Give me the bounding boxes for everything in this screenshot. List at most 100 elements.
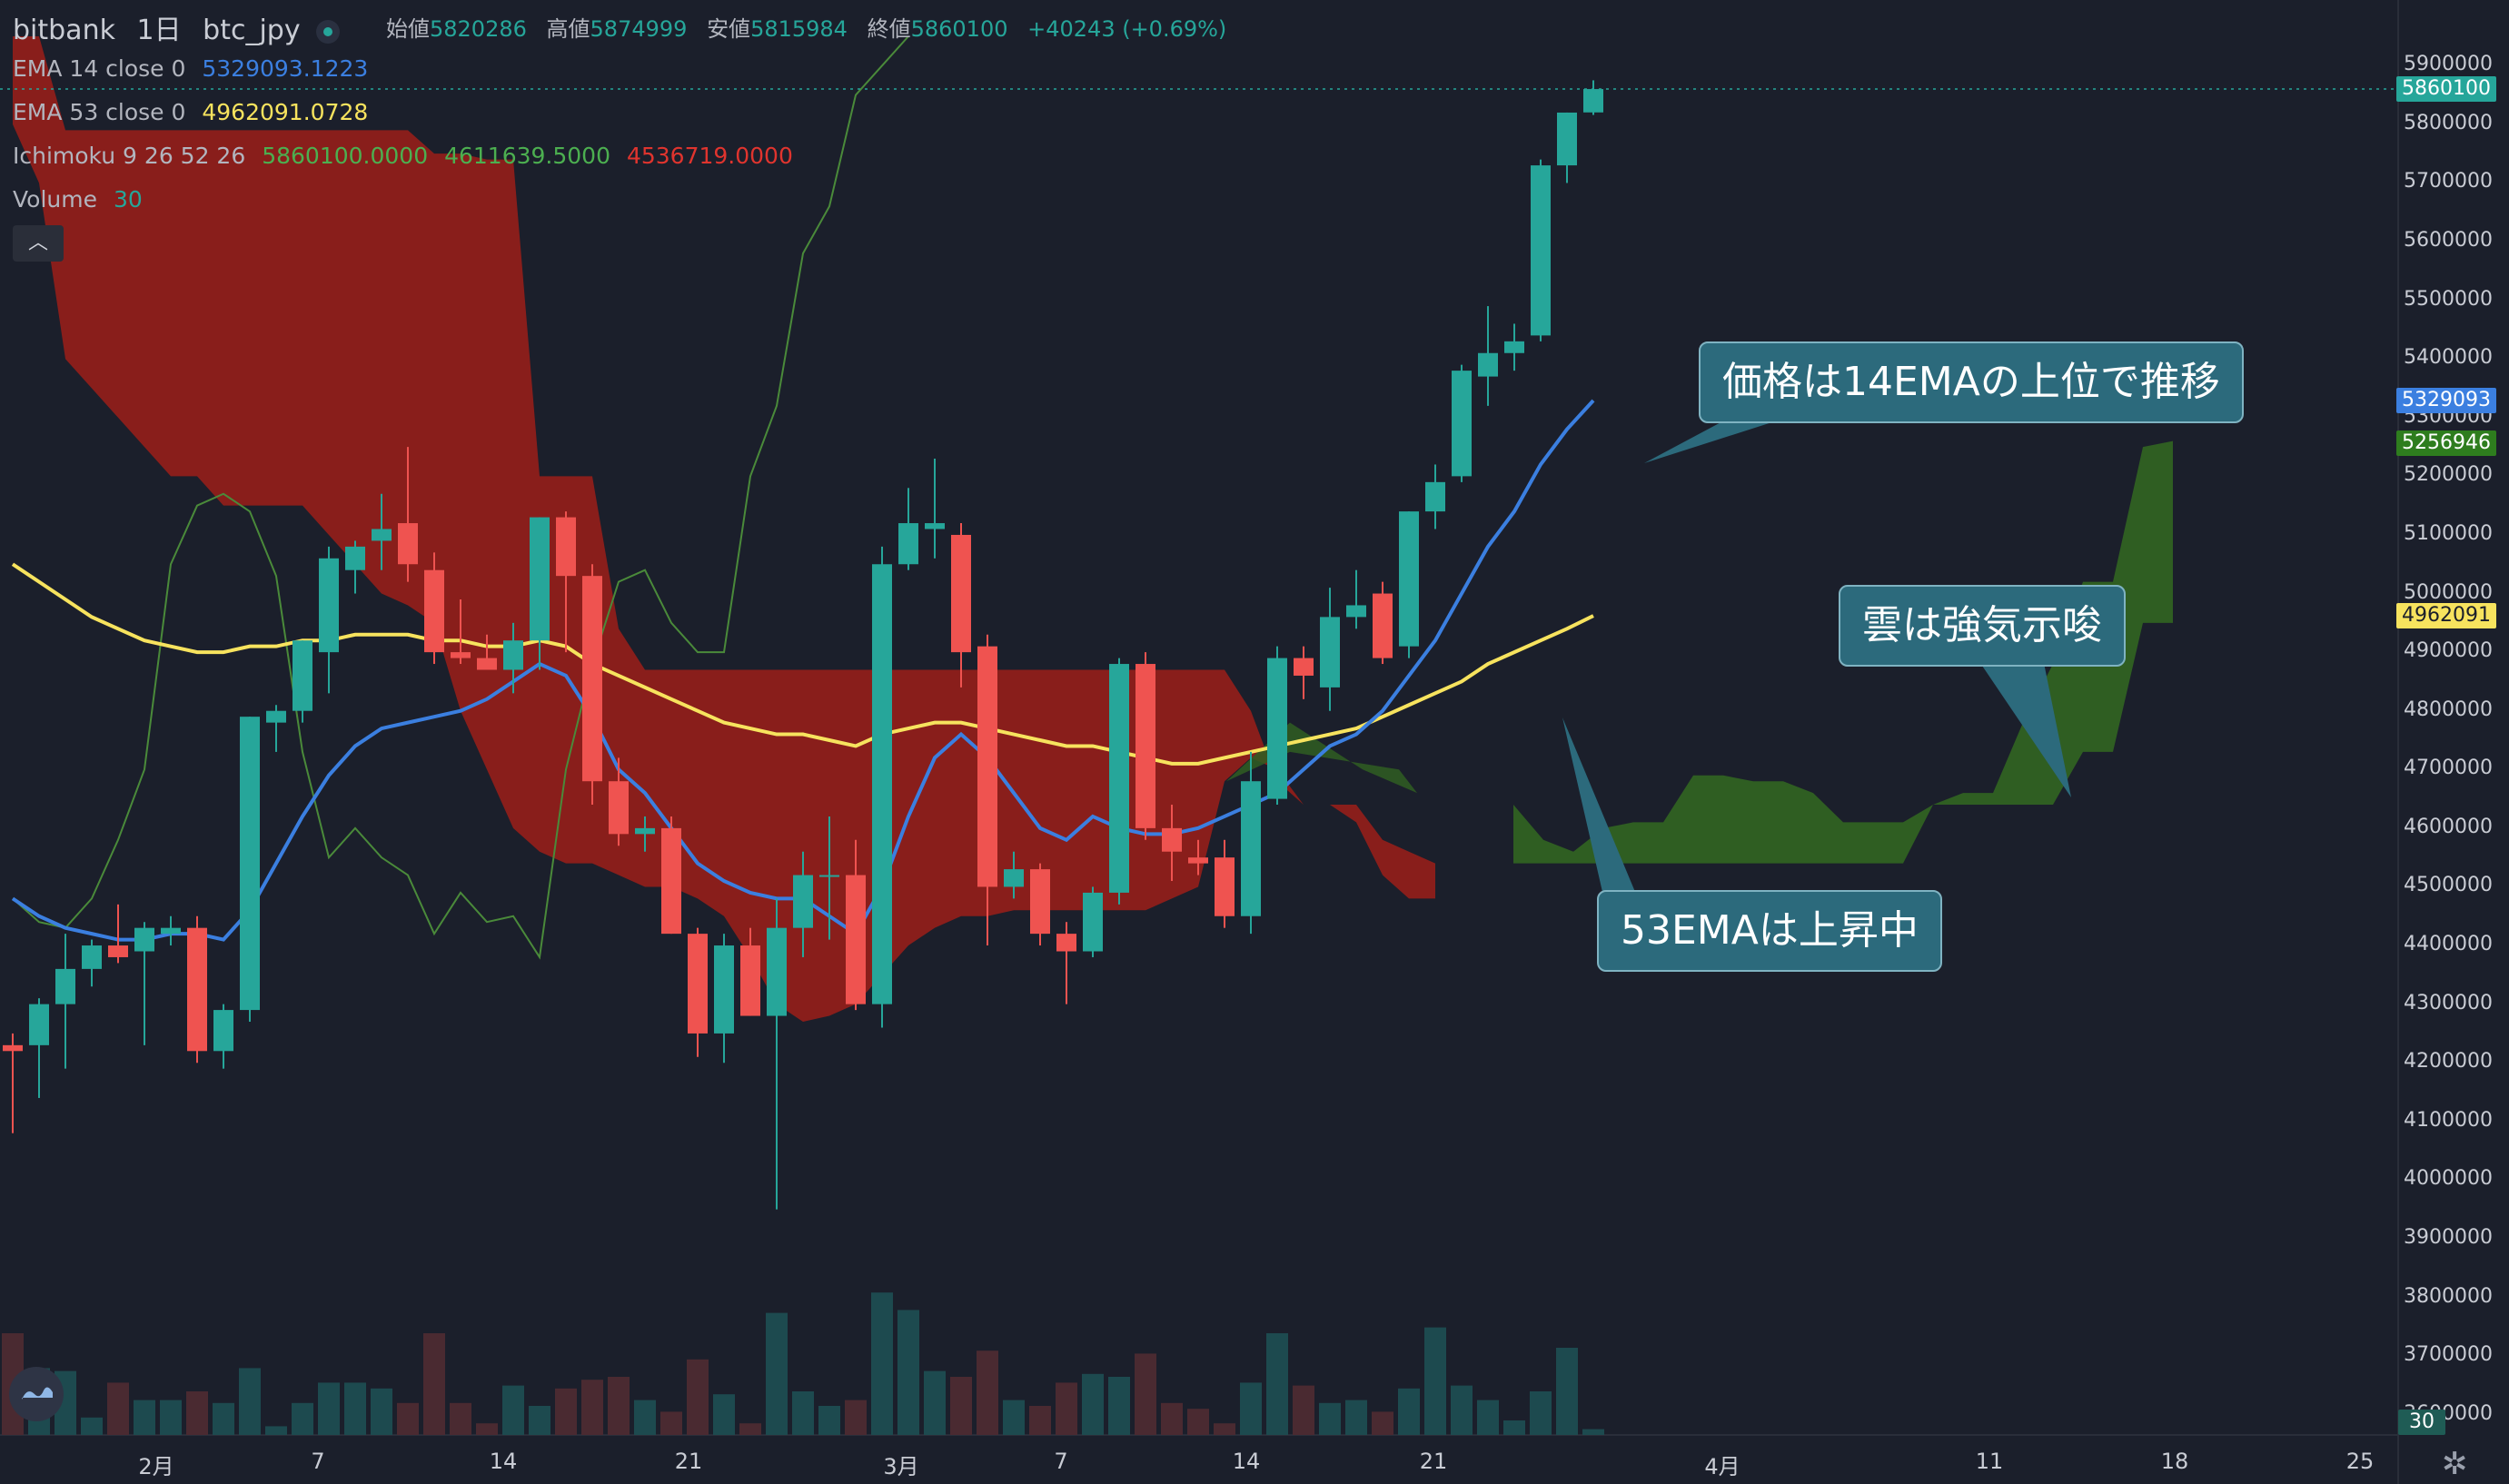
- ema53-label: EMA 53 close 0: [13, 99, 186, 125]
- price-axis-label: 4400000: [2404, 933, 2493, 956]
- date-axis-label: 4月: [1704, 1454, 1740, 1479]
- candle-body: [319, 558, 339, 653]
- legend-ichimoku[interactable]: Ichimoku 9 26 52 26 5860100.0000 4611639…: [13, 140, 793, 173]
- high-value: 5874999: [590, 16, 688, 42]
- date-axis-label: 2月: [138, 1454, 174, 1479]
- candle-body: [951, 534, 971, 653]
- ema53-value: 4962091.0728: [202, 99, 369, 125]
- callout-cloud[interactable]: 雲は強気示唆: [1839, 585, 2126, 667]
- volume-bar: [502, 1385, 524, 1435]
- volume-bar: [792, 1391, 814, 1435]
- volume-bar: [1451, 1385, 1473, 1435]
- candle-body: [1399, 511, 1419, 647]
- price-axis-label: 5400000: [2404, 346, 2493, 370]
- open-value: 5820286: [430, 16, 527, 42]
- candle-body: [635, 827, 655, 835]
- price-axis-label: 3900000: [2404, 1225, 2493, 1249]
- volume-bar: [423, 1333, 445, 1435]
- legend-volume[interactable]: Volume 30: [13, 183, 143, 216]
- candle-body: [819, 875, 839, 877]
- volume-bar: [1398, 1388, 1420, 1435]
- date-axis-label: 25: [2345, 1449, 2375, 1474]
- candle-body: [1215, 857, 1235, 916]
- date-axis-label: 7: [1054, 1449, 1068, 1474]
- low-value: 5815984: [750, 16, 848, 42]
- volume-bar: [292, 1402, 313, 1435]
- volume-bar: [1372, 1411, 1393, 1435]
- candle-body: [1583, 89, 1603, 113]
- date-axis-label: 7: [311, 1449, 325, 1474]
- volume-bar: [318, 1382, 340, 1435]
- candle-body: [293, 640, 312, 711]
- price-axis-label: 5500000: [2404, 287, 2493, 311]
- volume-bar: [397, 1402, 419, 1435]
- volume-bar: [897, 1310, 919, 1435]
- candle-body: [1056, 934, 1076, 952]
- change-value: +40243 (+0.69%): [1027, 16, 1227, 42]
- volume-bar: [134, 1400, 155, 1435]
- gear-icon[interactable]: ✲: [2442, 1446, 2468, 1482]
- volume-bar: [160, 1400, 182, 1435]
- candle-body: [1346, 605, 1366, 618]
- volume-bar: [1503, 1420, 1525, 1435]
- volume-bar: [371, 1388, 392, 1435]
- volume-bar: [1556, 1348, 1578, 1435]
- date-axis-label: 11: [1975, 1449, 2004, 1474]
- candle-body: [846, 875, 866, 1004]
- volume-bar: [239, 1368, 261, 1435]
- volume-bar: [1293, 1385, 1314, 1435]
- symbol-header[interactable]: bitbank 1日 btc_jpy: [13, 7, 352, 47]
- volume-bar: [924, 1370, 946, 1435]
- candle-body: [1188, 857, 1208, 864]
- candle-body: [1425, 481, 1445, 512]
- price-axis-label: 5200000: [2404, 463, 2493, 487]
- candle-body: [556, 517, 576, 577]
- ichimoku-label: Ichimoku 9 26 52 26: [13, 143, 246, 169]
- candle-body: [1241, 781, 1261, 916]
- candle-body: [1030, 869, 1050, 935]
- chevron-up-icon[interactable]: ︿: [13, 225, 64, 262]
- candle-body: [925, 523, 945, 529]
- date-axis-label: 21: [1419, 1449, 1448, 1474]
- ichimoku-value-2: 4611639.5000: [444, 143, 610, 169]
- candle-body: [1531, 165, 1551, 336]
- candle-body: [1452, 371, 1472, 477]
- callout-ema53[interactable]: 53EMAは上昇中: [1597, 890, 1942, 972]
- date-axis-label: 3月: [883, 1454, 919, 1479]
- legend-ema14[interactable]: EMA 14 close 0 5329093.1223: [13, 53, 368, 85]
- candle-body: [582, 576, 602, 782]
- price-axis-label: 5000000: [2404, 580, 2493, 604]
- candle-body: [161, 927, 181, 935]
- volume-bar: [213, 1402, 234, 1435]
- candle-body: [1478, 352, 1498, 377]
- volume-bar: [1003, 1400, 1025, 1435]
- volume-bar: [476, 1423, 498, 1435]
- volume-bar: [1135, 1353, 1156, 1435]
- date-axis-label: 14: [1232, 1449, 1261, 1474]
- candle-body: [661, 827, 681, 935]
- ichimoku-price-tag: 5256946: [2396, 430, 2496, 456]
- volume-bar: [1319, 1402, 1341, 1435]
- candle-body: [55, 968, 75, 1004]
- legend-ema53[interactable]: EMA 53 close 0 4962091.0728: [13, 96, 368, 129]
- volume-bar: [1108, 1377, 1130, 1435]
- candle-body: [266, 710, 286, 723]
- candle-body: [108, 945, 128, 957]
- candle-body: [134, 927, 154, 952]
- callout-ema14[interactable]: 価格は14EMAの上位で推移: [1699, 341, 2244, 423]
- date-axis-label: 18: [2160, 1449, 2189, 1474]
- price-axis-label: 3700000: [2404, 1343, 2493, 1367]
- ema53-price-tag: 4962091: [2396, 603, 2496, 629]
- low-label: 安値: [707, 16, 751, 42]
- candle-body: [1320, 617, 1340, 688]
- volume-bar: [1161, 1402, 1183, 1435]
- candle-body: [714, 945, 734, 1034]
- volume-bar: [1082, 1373, 1104, 1435]
- tradingview-logo-icon[interactable]: [9, 1367, 64, 1421]
- candle-body: [3, 1044, 23, 1052]
- open-label: 始値: [386, 16, 430, 42]
- volume-bar: [1582, 1429, 1604, 1435]
- interval-label[interactable]: 1日: [136, 15, 182, 46]
